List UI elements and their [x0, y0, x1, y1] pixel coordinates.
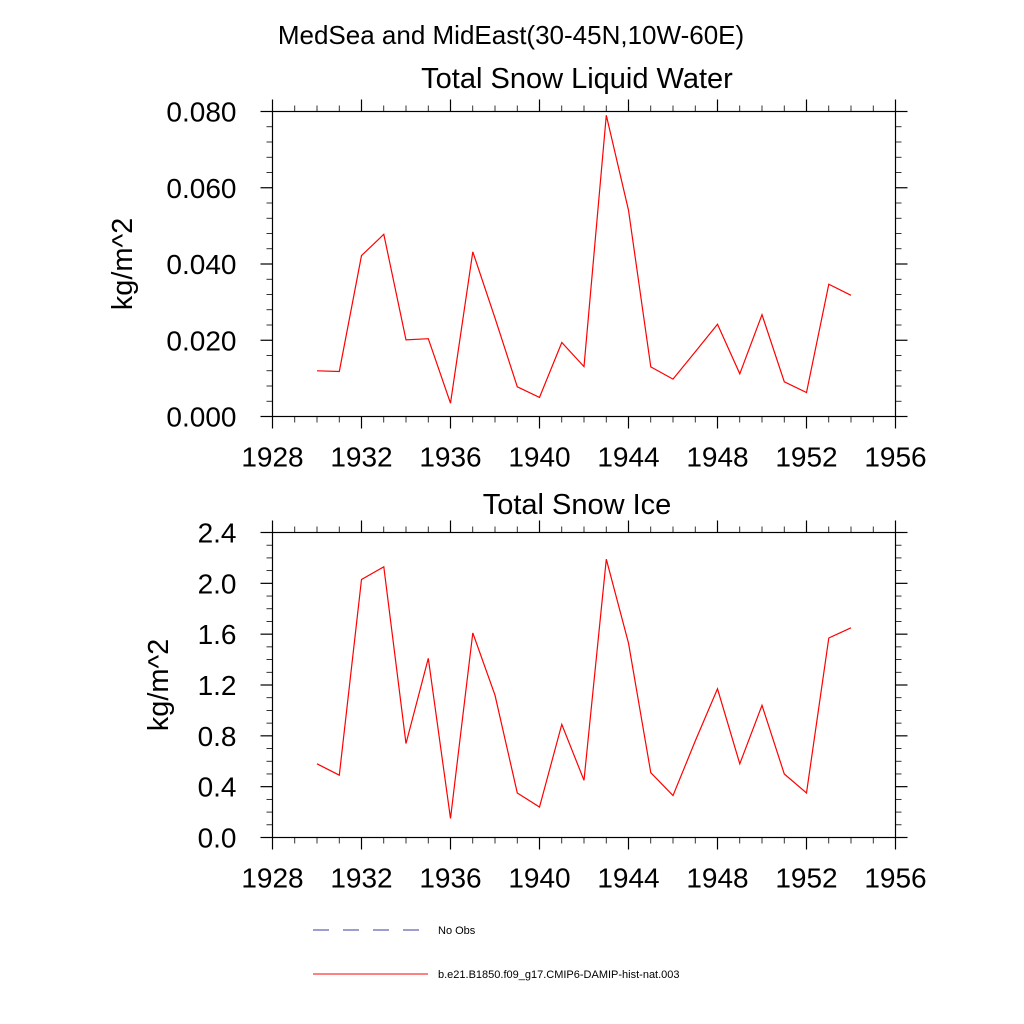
panel-2-ylabel: kg/m^2 [143, 639, 175, 732]
x-tick-label: 1940 [508, 863, 570, 894]
panel-1-plot-area [271, 110, 897, 418]
x-tick-label: 1948 [686, 863, 748, 894]
legend-item-model-run: b.e21.B1850.f09_g17.CMIP6-DAMIP-hist-nat… [313, 969, 680, 981]
panel-2-y-tick-labels: 0.0 0.4 0.8 1.2 1.6 2.0 2.4 [198, 518, 237, 854]
x-tick-label: 1944 [597, 442, 659, 473]
legend-label-model-run: b.e21.B1850.f09_g17.CMIP6-DAMIP-hist-nat… [438, 969, 680, 981]
panel-1-series [316, 115, 852, 404]
y-tick-label: 0.020 [166, 325, 236, 356]
y-tick-label: 0.060 [166, 173, 236, 204]
panel-snow-ice: Total Snow Ice kg/m^2 1928 1932 1936 1940 19… [143, 489, 927, 894]
x-tick-label: 1944 [597, 863, 659, 894]
y-tick-label: 0.8 [198, 721, 237, 752]
y-tick-label: 0.080 [166, 97, 236, 128]
series-line [316, 115, 852, 404]
y-tick-label: 1.2 [198, 670, 237, 701]
panel-1-x-tick-labels: 1928 1932 1936 1940 1944 1948 1952 1956 [241, 442, 926, 473]
x-tick-label: 1936 [419, 863, 481, 894]
legend-label-no-obs: No Obs [438, 925, 476, 937]
x-tick-label: 1932 [330, 863, 392, 894]
y-tick-label: 0.040 [166, 249, 236, 280]
x-tick-label: 1928 [241, 442, 303, 473]
series-line [316, 559, 852, 819]
x-tick-label: 1956 [864, 863, 926, 894]
panel-snow-liquid-water: Total Snow Liquid Water kg/m^2 1928 1932 1… [107, 63, 927, 473]
panel-2-plot-area [271, 531, 897, 839]
panel-2-ticks [260, 520, 908, 850]
x-tick-label: 1952 [775, 442, 837, 473]
y-tick-label: 2.4 [198, 518, 237, 549]
panel-1-y-tick-labels: 0.000 0.020 0.040 0.060 0.080 [166, 97, 236, 433]
legend: No Obs b.e21.B1850.f09_g17.CMIP6-DAMIP-h… [313, 925, 680, 981]
x-tick-label: 1936 [419, 442, 481, 473]
x-tick-label: 1952 [775, 863, 837, 894]
panel-1-title: Total Snow Liquid Water [421, 63, 733, 95]
x-tick-label: 1932 [330, 442, 392, 473]
panel-2-title: Total Snow Ice [483, 489, 672, 521]
figure-title: MedSea and MidEast(30-45N,10W-60E) [278, 20, 744, 50]
x-tick-label: 1940 [508, 442, 570, 473]
panel-1-ylabel: kg/m^2 [107, 218, 139, 311]
y-tick-label: 1.6 [198, 619, 237, 650]
y-tick-label: 2.0 [198, 568, 237, 599]
y-tick-label: 0.000 [166, 402, 236, 433]
panel-1-ticks [260, 99, 908, 429]
legend-item-no-obs: No Obs [313, 925, 476, 937]
y-tick-label: 0.4 [198, 772, 237, 803]
panel-2-series [316, 559, 852, 819]
x-tick-label: 1956 [864, 442, 926, 473]
y-tick-label: 0.0 [198, 823, 237, 854]
panel-2-x-tick-labels: 1928 1932 1936 1940 1944 1948 1952 1956 [241, 863, 926, 894]
x-tick-label: 1928 [241, 863, 303, 894]
x-tick-label: 1948 [686, 442, 748, 473]
